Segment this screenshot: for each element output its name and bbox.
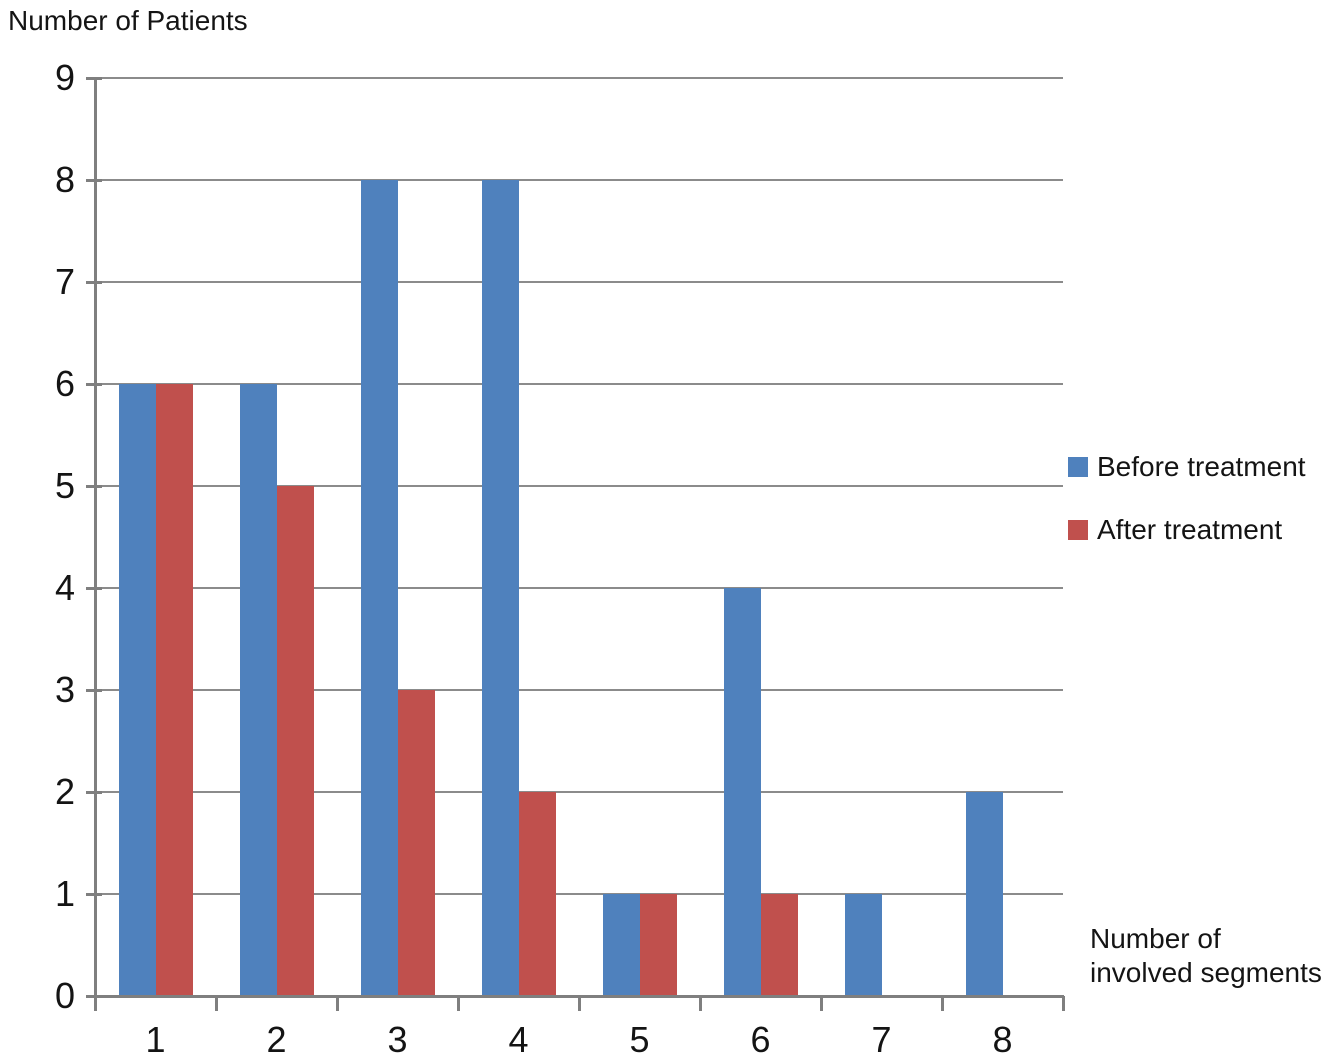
y-axis-title: Number of Patients: [8, 5, 248, 36]
legend-item-before-treatment: Before treatment: [1068, 452, 1306, 482]
x-tick-mark-6: [820, 996, 823, 1011]
legend-item-after-treatment: After treatment: [1068, 515, 1306, 545]
x-tick-label-8: 8: [992, 1019, 1013, 1060]
x-tick-mark-7: [941, 996, 944, 1011]
x-tick-label-4: 4: [508, 1019, 529, 1060]
y-tick-label-2: 2: [54, 771, 75, 812]
gridline-y-5: [95, 485, 1063, 487]
gridline-y-2: [95, 791, 1063, 793]
x-tick-mark-0: [94, 996, 97, 1011]
x-tick-label-2: 2: [266, 1019, 287, 1060]
y-tick-label-7: 7: [54, 261, 75, 302]
legend-swatch-after-icon: [1068, 520, 1088, 540]
gridline-y-7: [95, 281, 1063, 283]
x-tick-label-3: 3: [387, 1019, 408, 1060]
x-tick-mark-8: [1062, 996, 1065, 1011]
bar-before-treatment-segment-5: [602, 894, 640, 996]
gridline-y-3: [95, 689, 1063, 691]
x-tick-label-6: 6: [750, 1019, 771, 1060]
y-tick-label-6: 6: [54, 363, 75, 404]
bar-before-treatment-segment-6: [723, 588, 761, 996]
y-tick-label-1: 1: [54, 873, 75, 914]
y-tick-label-0: 0: [54, 975, 75, 1016]
x-tick-mark-1: [215, 996, 218, 1011]
x-tick-label-1: 1: [145, 1019, 166, 1060]
bar-before-treatment-segment-8: [965, 792, 1003, 996]
gridline-y-6: [95, 383, 1063, 385]
y-tick-label-3: 3: [54, 669, 75, 710]
y-axis-line: [94, 78, 97, 998]
bar-after-treatment-segment-5: [639, 894, 677, 996]
legend: Before treatment After treatment: [1068, 452, 1306, 545]
y-tick-label-9: 9: [54, 57, 75, 98]
gridline-y-4: [95, 587, 1063, 589]
x-axis-title: Number of involved segments: [1090, 922, 1322, 990]
x-tick-label-7: 7: [871, 1019, 892, 1060]
x-axis-title-line-1: Number of: [1090, 923, 1221, 954]
x-tick-mark-3: [457, 996, 460, 1011]
gridline-y-1: [95, 893, 1063, 895]
bar-before-treatment-segment-2: [239, 384, 277, 996]
legend-swatch-before-icon: [1068, 457, 1088, 477]
bar-after-treatment-segment-2: [276, 486, 314, 996]
y-tick-label-5: 5: [54, 465, 75, 506]
legend-label-after: After treatment: [1097, 514, 1283, 545]
bar-before-treatment-segment-7: [844, 894, 882, 996]
bar-before-treatment-segment-4: [481, 180, 519, 996]
y-tick-label-4: 4: [54, 567, 75, 608]
bar-after-treatment-segment-3: [397, 690, 435, 996]
bar-before-treatment-segment-1: [118, 384, 156, 996]
x-tick-mark-2: [336, 996, 339, 1011]
x-tick-label-5: 5: [629, 1019, 650, 1060]
x-axis-title-line-2: involved segments: [1090, 957, 1322, 988]
y-tick-label-8: 8: [54, 159, 75, 200]
legend-label-before: Before treatment: [1097, 451, 1306, 482]
gridline-y-8: [95, 179, 1063, 181]
bar-before-treatment-segment-3: [360, 180, 398, 996]
bar-after-treatment-segment-6: [760, 894, 798, 996]
gridline-y-9: [95, 77, 1063, 79]
x-tick-mark-4: [578, 996, 581, 1011]
x-tick-mark-5: [699, 996, 702, 1011]
bar-after-treatment-segment-4: [518, 792, 556, 996]
bar-after-treatment-segment-1: [155, 384, 193, 996]
